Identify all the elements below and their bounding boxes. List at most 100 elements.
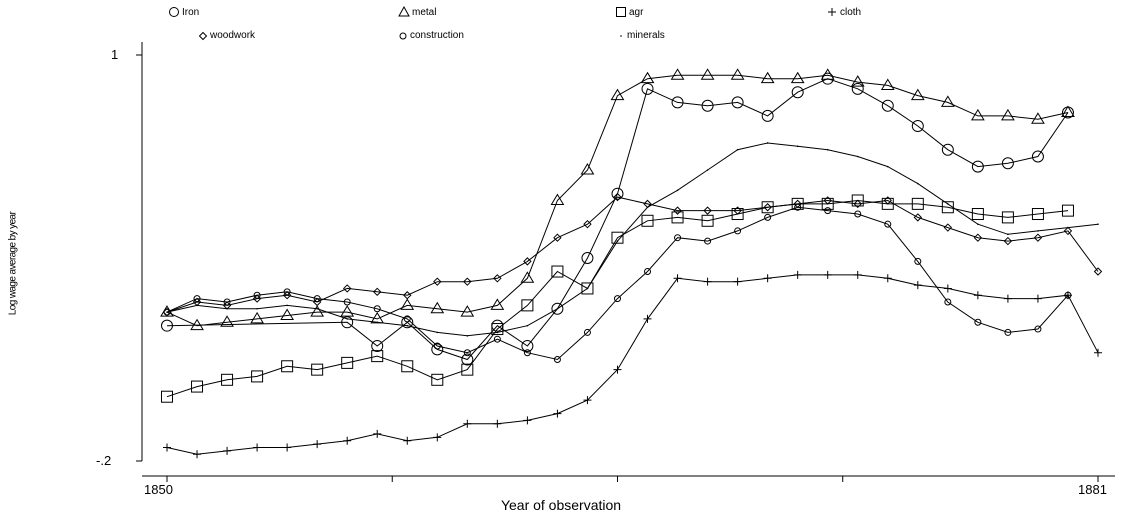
square-icon <box>616 7 626 17</box>
point-metal <box>310 305 325 317</box>
circle-small-icon <box>399 32 407 39</box>
point-woodwork <box>342 284 352 293</box>
point-metal <box>610 88 625 101</box>
point-minerals <box>856 155 859 158</box>
point-construction <box>824 207 832 215</box>
point-cloth <box>673 274 682 283</box>
point-cloth <box>403 436 412 445</box>
point-cloth <box>223 446 232 455</box>
point-construction <box>914 257 922 265</box>
point-iron <box>971 160 984 173</box>
series-line-construction <box>166 206 1069 361</box>
point-cloth <box>793 270 802 279</box>
legend-item-minerals: minerals <box>617 30 665 41</box>
legend-item-metal: metal <box>398 6 436 18</box>
point-agr <box>731 208 744 221</box>
point-iron <box>371 339 384 352</box>
point-construction <box>253 291 261 299</box>
point-agr <box>611 231 624 244</box>
point-minerals <box>316 307 318 310</box>
point-woodwork <box>673 206 682 215</box>
point-construction <box>343 298 351 306</box>
point-construction <box>884 220 892 228</box>
triangle-icon <box>398 6 410 17</box>
point-minerals <box>406 324 409 327</box>
point-minerals <box>286 304 288 307</box>
point-metal <box>490 298 505 310</box>
point-cloth <box>313 440 322 449</box>
point-construction <box>193 295 201 303</box>
legend-item-iron: Iron <box>168 6 199 18</box>
point-iron <box>671 96 684 109</box>
point-construction <box>583 328 591 336</box>
point-minerals <box>947 203 949 205</box>
x-axis-label: Year of observation <box>500 497 622 513</box>
point-minerals <box>616 240 619 242</box>
point-minerals <box>766 142 769 144</box>
point-agr <box>971 208 984 221</box>
point-cloth <box>553 409 562 418</box>
point-metal <box>910 88 925 101</box>
point-woodwork <box>1033 233 1043 242</box>
point-cloth <box>763 274 772 283</box>
point-metal <box>520 271 535 283</box>
point-woodwork <box>583 219 592 229</box>
point-woodwork <box>853 199 862 209</box>
point-construction <box>734 227 742 235</box>
point-minerals <box>166 311 168 313</box>
point-agr <box>581 282 594 295</box>
point-iron <box>941 143 954 156</box>
point-construction <box>433 342 441 350</box>
point-woodwork <box>613 192 622 202</box>
point-metal <box>1001 108 1015 121</box>
point-cloth <box>883 274 892 283</box>
point-minerals <box>977 223 979 225</box>
point-iron <box>761 109 774 122</box>
point-agr <box>1001 211 1014 224</box>
point-woodwork <box>823 196 832 205</box>
point-agr <box>641 214 654 227</box>
point-minerals <box>917 182 919 185</box>
point-metal <box>640 71 655 84</box>
point-agr <box>671 211 684 224</box>
point-cloth <box>193 450 202 459</box>
point-cloth <box>433 433 442 442</box>
point-woodwork <box>943 223 953 232</box>
point-cloth <box>343 436 352 445</box>
y-axis-label: Log wage average by year <box>7 211 19 316</box>
point-construction <box>613 295 621 303</box>
point-metal <box>220 315 234 327</box>
point-iron <box>791 86 804 99</box>
x-tick-label-end: 1881 <box>1078 482 1107 497</box>
point-minerals <box>1007 233 1009 236</box>
point-woodwork <box>1003 236 1013 246</box>
point-cloth <box>283 443 292 452</box>
point-iron <box>1031 150 1044 163</box>
point-minerals <box>676 189 679 192</box>
point-metal <box>1061 105 1075 118</box>
point-construction <box>674 234 682 242</box>
legend-item-woodwork: woodwork <box>198 30 255 41</box>
point-metal <box>700 68 715 80</box>
point-minerals <box>436 331 439 334</box>
point-agr <box>491 323 504 336</box>
point-iron <box>1001 157 1014 170</box>
point-woodwork <box>763 203 772 212</box>
point-cloth <box>733 277 742 286</box>
point-cloth <box>853 270 862 279</box>
point-agr <box>401 360 414 373</box>
point-iron <box>851 82 864 95</box>
point-iron <box>401 316 414 329</box>
point-iron <box>731 96 744 109</box>
point-minerals <box>196 304 198 307</box>
point-minerals <box>886 165 889 168</box>
point-metal <box>1031 112 1045 124</box>
point-construction <box>313 295 321 303</box>
y-tick-label-bottom: -.2 <box>96 453 112 468</box>
point-agr <box>521 299 534 312</box>
point-agr <box>701 214 714 227</box>
series-line-iron <box>166 78 1069 361</box>
point-metal <box>250 311 264 324</box>
point-metal <box>940 95 955 107</box>
legend-label-minerals: minerals <box>627 30 665 41</box>
